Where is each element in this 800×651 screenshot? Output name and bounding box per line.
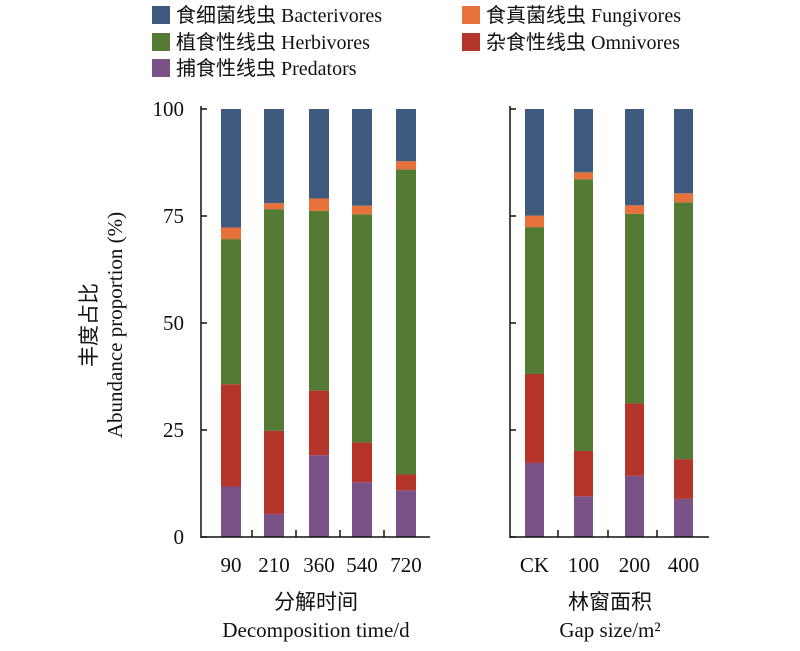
bar-segment	[674, 202, 693, 460]
bar-segment	[525, 227, 544, 374]
x-tick-label: CK	[520, 553, 549, 577]
bar-segment	[396, 490, 416, 537]
legend-label: 捕食性线虫 Predators	[176, 57, 357, 80]
bar-segment	[396, 161, 416, 170]
y-tick-label: 0	[174, 525, 185, 549]
x-axis-label-right: Gap size/m²	[559, 618, 660, 642]
bar-segment	[396, 109, 416, 162]
bar-segment	[525, 462, 544, 537]
y-tick-label: 25	[163, 418, 184, 442]
bar-segment	[525, 109, 544, 216]
y-tick-label: 75	[163, 204, 184, 228]
x-axis-label-cn-right: 林窗面积	[568, 590, 652, 614]
y-axis-label: Abundance proportion (%)	[103, 212, 127, 438]
bar-segment	[352, 109, 372, 206]
bar-segment	[221, 227, 241, 240]
legend-swatch	[462, 6, 480, 24]
legend-swatch	[152, 59, 170, 77]
bar-segment	[396, 474, 416, 491]
bar-segment	[309, 390, 329, 456]
x-tick-label: 90	[221, 553, 242, 577]
bar-segment	[625, 403, 644, 476]
bar-segment	[574, 172, 593, 180]
legend-label: 食真菌线虫 Fungivores	[486, 4, 681, 27]
x-tick-label: 360	[303, 553, 335, 577]
bar-segment	[625, 213, 644, 404]
bar-segment	[309, 109, 329, 199]
bar-segment	[221, 384, 241, 487]
x-tick-label: 540	[346, 553, 378, 577]
panel-decomposition-time: 90 210 360 540 720 0 25 50 75 100	[153, 97, 430, 577]
bar-segment	[625, 205, 644, 214]
bar-segment	[309, 455, 329, 537]
x-axis-label-cn-left: 分解时间	[274, 590, 358, 614]
bar-segment	[221, 239, 241, 385]
bar-segment	[574, 109, 593, 173]
legend: 食细菌线虫 Bacterivores 食真菌线虫 Fungivores 植食性线虫 …	[152, 4, 681, 80]
bar-segment	[352, 442, 372, 483]
x-axis-label-left: Decomposition time/d	[222, 618, 410, 642]
x-tick-label: 200	[619, 553, 651, 577]
bar-segment	[674, 459, 693, 499]
legend-label: 植食性线虫 Herbivores	[176, 31, 370, 54]
bar-segment	[625, 475, 644, 537]
bar-segment	[574, 450, 593, 497]
bar-segment	[221, 109, 241, 228]
bar-segment	[352, 482, 372, 537]
x-tick-label: 100	[568, 553, 600, 577]
bar-segment	[264, 513, 284, 537]
bar-segment	[674, 498, 693, 537]
bar-segment	[309, 198, 329, 211]
bar-segment	[264, 209, 284, 431]
bar-segment	[525, 215, 544, 228]
bar-segment	[525, 373, 544, 463]
x-tick-label: 720	[390, 553, 422, 577]
legend-swatch	[152, 6, 170, 24]
bar-segment	[264, 430, 284, 514]
legend-label: 食细菌线虫 Bacterivores	[176, 4, 382, 27]
bar-segment	[674, 109, 693, 194]
y-tick-label: 50	[163, 311, 184, 335]
bar-segment	[264, 109, 284, 204]
bar-segment	[264, 203, 284, 210]
legend-swatch	[462, 33, 480, 51]
bar-segment	[574, 496, 593, 537]
bar-segment	[396, 169, 416, 475]
y-tick-label: 100	[153, 97, 185, 121]
legend-label: 杂食性线虫 Omnivores	[486, 31, 680, 54]
y-axis-label-cn: 丰度占比	[77, 283, 101, 367]
bar-segment	[574, 179, 593, 451]
x-tick-label: 400	[668, 553, 700, 577]
bar-segment	[352, 214, 372, 443]
bar-segment	[674, 193, 693, 203]
bar-segment	[625, 109, 644, 206]
bar-segment	[352, 205, 372, 215]
bar-segment	[221, 486, 241, 537]
panel-gap-size: CK 100 200 400	[509, 106, 709, 577]
x-tick-label: 210	[258, 553, 290, 577]
legend-swatch	[152, 33, 170, 51]
bar-segment	[309, 210, 329, 391]
